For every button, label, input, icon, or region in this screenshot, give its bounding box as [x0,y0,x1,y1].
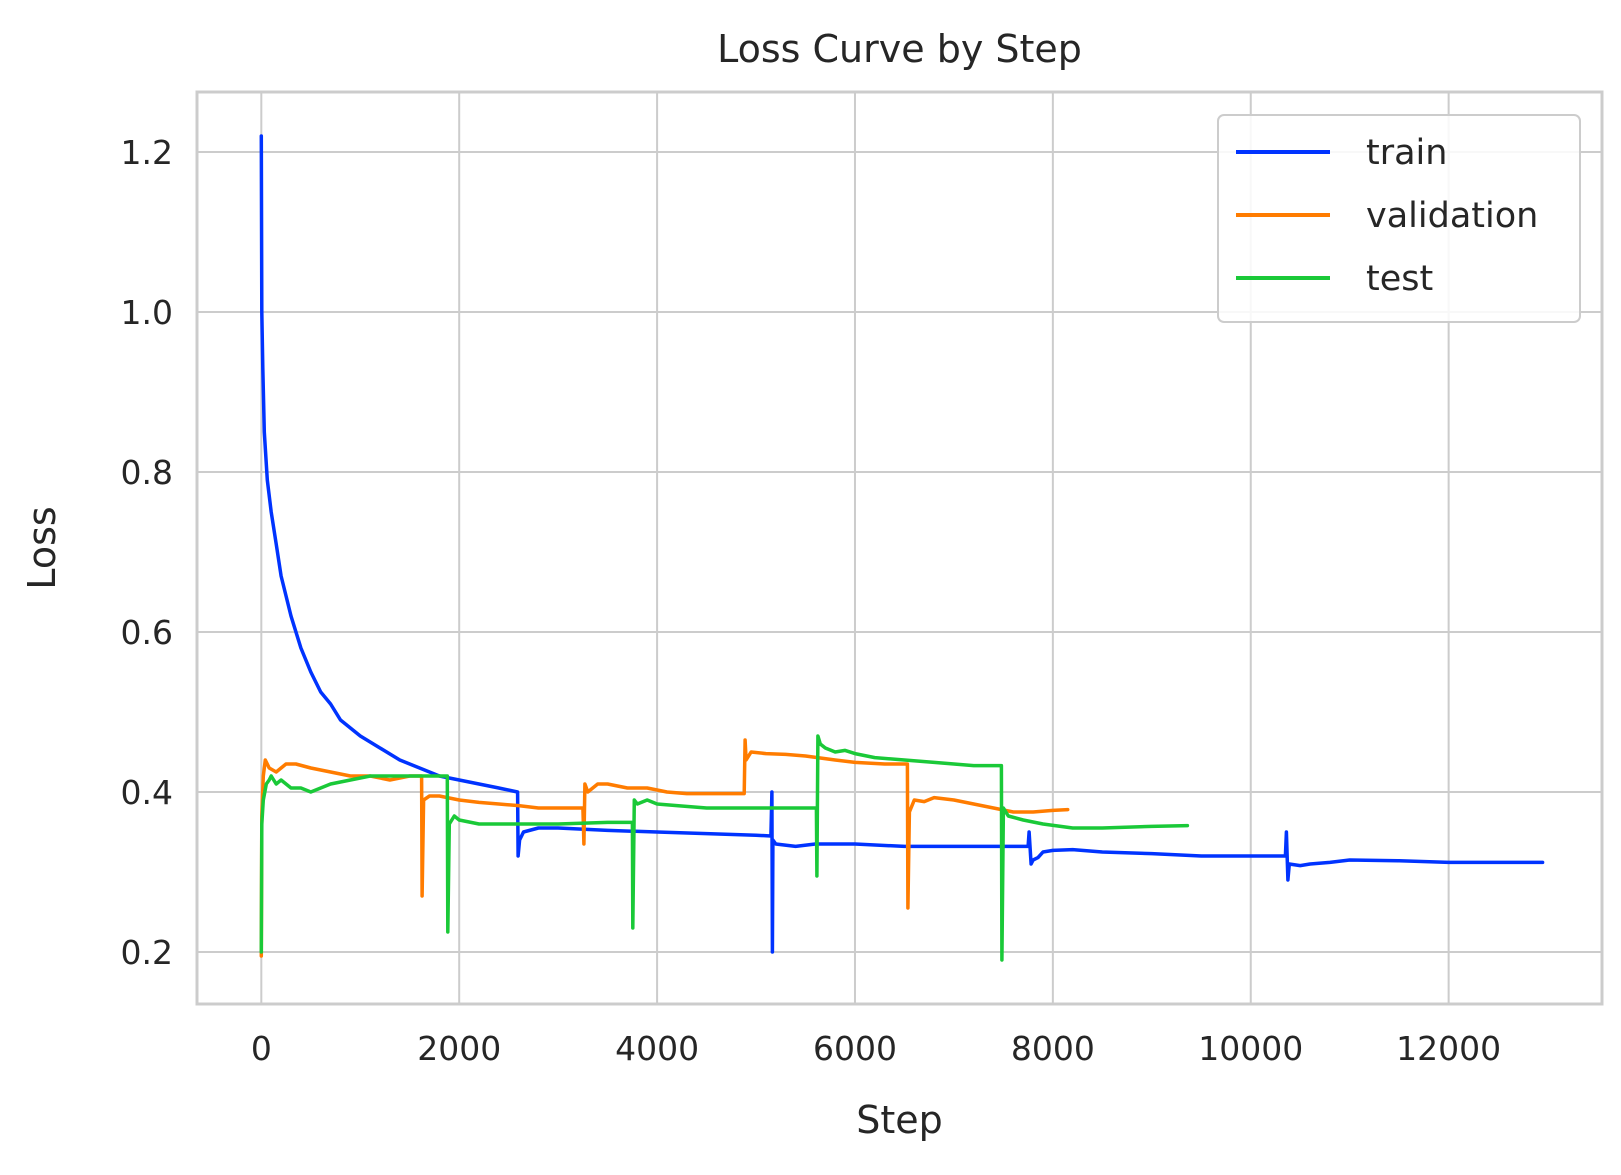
y-tick-label: 0.2 [121,933,173,972]
legend-label-test: test [1366,259,1433,299]
series-layer [259,134,1545,962]
chart-title: Loss Curve by Step [717,27,1082,71]
y-tick-label: 0.8 [121,453,173,492]
y-axis-label: Loss [20,506,64,589]
tick-labels: 0 2000 4000 6000 8000 10000 12000 0.2 0.4 0.6 0.8 1… [121,133,1502,1068]
x-tick-label: 0 [251,1029,272,1068]
y-tick-label: 0.6 [121,613,173,652]
y-tick-label: 1.2 [121,133,173,172]
x-tick-label: 6000 [813,1029,897,1068]
x-tick-label: 2000 [417,1029,501,1068]
y-tick-label: 1.0 [121,293,173,332]
plot-frame [195,90,1604,1006]
legend: train validation test [1217,114,1581,323]
series-line-validation [259,738,1070,958]
x-tick-label: 10000 [1198,1029,1303,1068]
y-tick-label: 0.4 [121,773,173,812]
legend-label-validation: validation [1366,196,1538,236]
grid [197,92,1602,1004]
series-line-train [259,134,1545,954]
series-line-test [259,734,1190,962]
x-axis-label: Step [856,1098,943,1142]
legend-box [1217,114,1581,323]
x-tick-label: 4000 [615,1029,699,1068]
x-tick-label: 8000 [1011,1029,1095,1068]
x-tick-label: 12000 [1396,1029,1501,1068]
legend-label-train: train [1366,133,1447,173]
